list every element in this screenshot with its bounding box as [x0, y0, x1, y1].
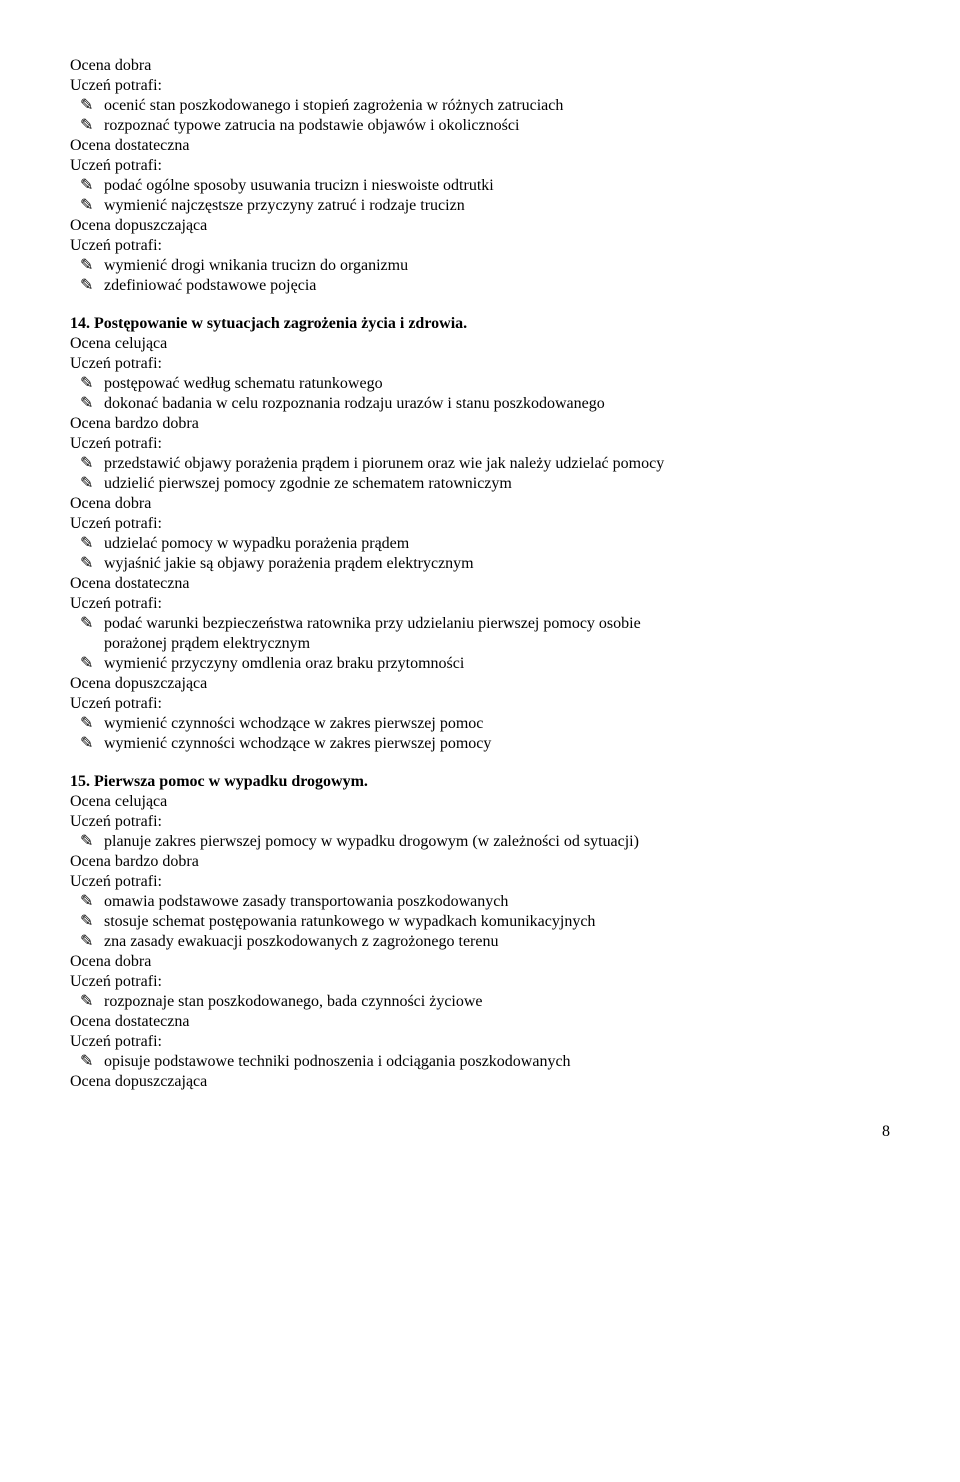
- list-item: ✎podać warunki bezpieczeństwa ratownika …: [70, 614, 890, 634]
- student-can: Uczeń potrafi:: [70, 1032, 890, 1052]
- bullet-icon: ✎: [70, 534, 104, 554]
- student-can: Uczeń potrafi:: [70, 594, 890, 614]
- grade-label: Ocena bardzo dobra: [70, 414, 890, 434]
- section-title-14: 14. Postępowanie w sytuacjach zagrożenia…: [70, 314, 890, 334]
- bullet-icon: ✎: [70, 1052, 104, 1072]
- student-can: Uczeń potrafi:: [70, 434, 890, 454]
- bullet-icon: ✎: [70, 374, 104, 394]
- list-item: ✎dokonać badania w celu rozpoznania rodz…: [70, 394, 890, 414]
- student-can: Uczeń potrafi:: [70, 872, 890, 892]
- page-number: 8: [70, 1122, 890, 1142]
- bullet-text: wymienić przyczyny omdlenia oraz braku p…: [104, 654, 890, 674]
- bullet-icon: ✎: [70, 614, 104, 634]
- bullet-text: postępować według schematu ratunkowego: [104, 374, 890, 394]
- bullet-icon: ✎: [70, 932, 104, 952]
- student-can: Uczeń potrafi:: [70, 972, 890, 992]
- bullet-continuation: porażonej prądem elektrycznym: [70, 634, 890, 654]
- bullet-icon: ✎: [70, 992, 104, 1012]
- bullet-icon: ✎: [70, 454, 104, 474]
- student-can: Uczeń potrafi:: [70, 354, 890, 374]
- list-item: ✎wymienić przyczyny omdlenia oraz braku …: [70, 654, 890, 674]
- grade-label: Ocena bardzo dobra: [70, 852, 890, 872]
- grade-label: Ocena dostateczna: [70, 1012, 890, 1032]
- list-item: ✎wymienić najczęstsze przyczyny zatruć i…: [70, 196, 890, 216]
- list-item: ✎wymienić czynności wchodzące w zakres p…: [70, 714, 890, 734]
- bullet-text: dokonać badania w celu rozpoznania rodza…: [104, 394, 890, 414]
- list-item: ✎zdefiniować podstawowe pojęcia: [70, 276, 890, 296]
- grade-label: Ocena dobra: [70, 494, 890, 514]
- list-item: ✎planuje zakres pierwszej pomocy w wypad…: [70, 832, 890, 852]
- bullet-icon: ✎: [70, 176, 104, 196]
- bullet-text: udzielać pomocy w wypadku porażenia prąd…: [104, 534, 890, 554]
- grade-label: Ocena dopuszczająca: [70, 216, 890, 236]
- list-item: ✎wymienić czynności wchodzące w zakres p…: [70, 734, 890, 754]
- bullet-icon: ✎: [70, 196, 104, 216]
- list-item: ✎omawia podstawowe zasady transportowani…: [70, 892, 890, 912]
- bullet-text: wymienić drogi wnikania trucizn do organ…: [104, 256, 890, 276]
- bullet-text: wymienić czynności wchodzące w zakres pi…: [104, 714, 890, 734]
- list-item: ✎udzielać pomocy w wypadku porażenia prą…: [70, 534, 890, 554]
- bullet-icon: ✎: [70, 256, 104, 276]
- bullet-text: planuje zakres pierwszej pomocy w wypadk…: [104, 832, 890, 852]
- list-item: ✎rozpoznać typowe zatrucia na podstawie …: [70, 116, 890, 136]
- bullet-text: przedstawić objawy porażenia prądem i pi…: [104, 454, 890, 474]
- bullet-text: rozpoznać typowe zatrucia na podstawie o…: [104, 116, 890, 136]
- grade-label: Ocena dopuszczająca: [70, 674, 890, 694]
- list-item: ✎wyjaśnić jakie są objawy porażenia prąd…: [70, 554, 890, 574]
- bullet-text: podać warunki bezpieczeństwa ratownika p…: [104, 614, 890, 634]
- bullet-text: ocenić stan poszkodowanego i stopień zag…: [104, 96, 890, 116]
- bullet-icon: ✎: [70, 912, 104, 932]
- bullet-text: wymienić najczęstsze przyczyny zatruć i …: [104, 196, 890, 216]
- list-item: ✎ocenić stan poszkodowanego i stopień za…: [70, 96, 890, 116]
- bullet-icon: ✎: [70, 116, 104, 136]
- bullet-icon: ✎: [70, 892, 104, 912]
- list-item: ✎udzielić pierwszej pomocy zgodnie ze sc…: [70, 474, 890, 494]
- bullet-text: zdefiniować podstawowe pojęcia: [104, 276, 890, 296]
- bullet-text: wyjaśnić jakie są objawy porażenia prąde…: [104, 554, 890, 574]
- student-can: Uczeń potrafi:: [70, 156, 890, 176]
- list-item: ✎stosuje schemat postępowania ratunkoweg…: [70, 912, 890, 932]
- grade-label: Ocena dobra: [70, 56, 890, 76]
- grade-label: Ocena dostateczna: [70, 574, 890, 594]
- student-can: Uczeń potrafi:: [70, 236, 890, 256]
- bullet-text: wymienić czynności wchodzące w zakres pi…: [104, 734, 890, 754]
- bullet-icon: ✎: [70, 96, 104, 116]
- grade-label: Ocena dobra: [70, 952, 890, 972]
- grade-label: Ocena celująca: [70, 792, 890, 812]
- student-can: Uczeń potrafi:: [70, 812, 890, 832]
- bullet-icon: ✎: [70, 654, 104, 674]
- document-body: Ocena dobra Uczeń potrafi: ✎ocenić stan …: [70, 56, 890, 1142]
- bullet-icon: ✎: [70, 276, 104, 296]
- bullet-icon: ✎: [70, 394, 104, 414]
- bullet-icon: ✎: [70, 832, 104, 852]
- student-can: Uczeń potrafi:: [70, 514, 890, 534]
- list-item: ✎zna zasady ewakuacji poszkodowanych z z…: [70, 932, 890, 952]
- list-item: ✎przedstawić objawy porażenia prądem i p…: [70, 454, 890, 474]
- list-item: ✎podać ogólne sposoby usuwania trucizn i…: [70, 176, 890, 196]
- student-can: Uczeń potrafi:: [70, 694, 890, 714]
- bullet-icon: ✎: [70, 554, 104, 574]
- bullet-icon: ✎: [70, 734, 104, 754]
- grade-label: Ocena dopuszczająca: [70, 1072, 890, 1092]
- list-item: ✎opisuje podstawowe techniki podnoszenia…: [70, 1052, 890, 1072]
- bullet-text: zna zasady ewakuacji poszkodowanych z za…: [104, 932, 890, 952]
- bullet-text: opisuje podstawowe techniki podnoszenia …: [104, 1052, 890, 1072]
- bullet-text: udzielić pierwszej pomocy zgodnie ze sch…: [104, 474, 890, 494]
- bullet-icon: ✎: [70, 714, 104, 734]
- student-can: Uczeń potrafi:: [70, 76, 890, 96]
- bullet-text: omawia podstawowe zasady transportowania…: [104, 892, 890, 912]
- grade-label: Ocena celująca: [70, 334, 890, 354]
- list-item: ✎rozpoznaje stan poszkodowanego, bada cz…: [70, 992, 890, 1012]
- list-item: ✎postępować według schematu ratunkowego: [70, 374, 890, 394]
- bullet-text: rozpoznaje stan poszkodowanego, bada czy…: [104, 992, 890, 1012]
- section-title-15: 15. Pierwsza pomoc w wypadku drogowym.: [70, 772, 890, 792]
- bullet-text: podać ogólne sposoby usuwania trucizn i …: [104, 176, 890, 196]
- grade-label: Ocena dostateczna: [70, 136, 890, 156]
- bullet-icon: ✎: [70, 474, 104, 494]
- list-item: ✎wymienić drogi wnikania trucizn do orga…: [70, 256, 890, 276]
- bullet-text: stosuje schemat postępowania ratunkowego…: [104, 912, 890, 932]
